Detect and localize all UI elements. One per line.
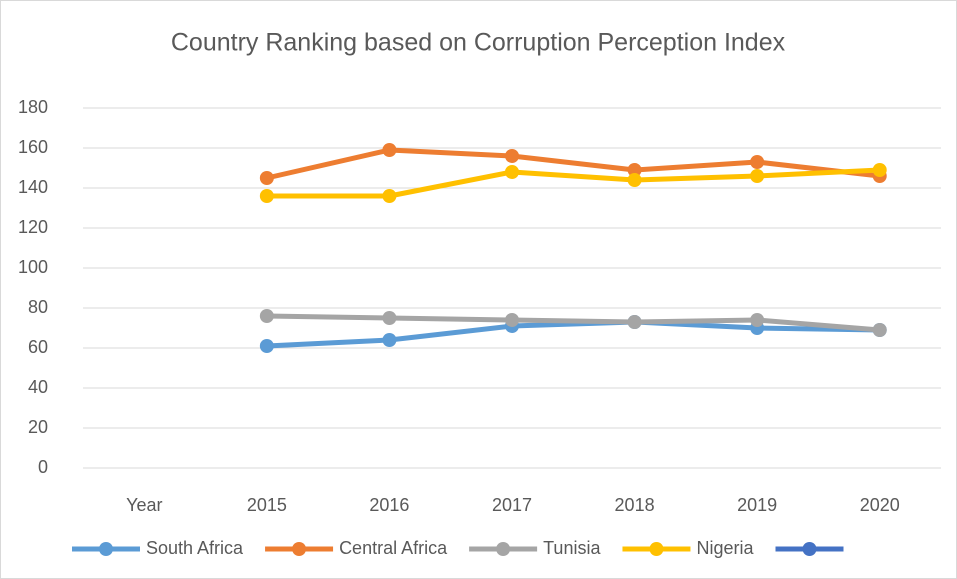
data-point <box>382 143 397 157</box>
chart-title: Country Ranking based on Corruption Perc… <box>171 29 786 57</box>
y-tick-label: 160 <box>18 137 48 157</box>
y-tick-label: 20 <box>28 417 48 437</box>
y-tick-label: 0 <box>38 457 48 477</box>
data-point <box>627 163 642 177</box>
series-line <box>264 167 883 199</box>
data-point <box>505 165 519 179</box>
legend-label: Central Africa <box>339 538 448 558</box>
legend-marker <box>496 542 511 556</box>
legend-marker <box>292 542 307 556</box>
x-tick-label: 2015 <box>247 495 287 515</box>
data-point <box>872 163 887 177</box>
data-point <box>627 173 642 187</box>
y-tick-label: 40 <box>28 377 48 397</box>
y-tick-label: 120 <box>18 217 48 237</box>
y-tick-label: 80 <box>28 297 48 317</box>
data-point <box>750 169 765 183</box>
x-tick-label: 2020 <box>860 495 900 515</box>
y-tick-label: 180 <box>18 97 48 117</box>
data-point <box>259 189 274 203</box>
legend-label: Nigeria <box>696 538 754 558</box>
data-point <box>627 315 642 329</box>
legend-marker <box>99 542 113 556</box>
data-point <box>750 155 765 169</box>
data-point <box>505 149 519 163</box>
data-point <box>259 339 274 353</box>
data-point <box>259 171 274 185</box>
y-tick-label: 60 <box>28 337 48 357</box>
x-tick-label: 2019 <box>737 495 777 515</box>
x-tick-label: 2018 <box>615 495 655 515</box>
data-point <box>872 323 887 337</box>
y-tick-label: 140 <box>18 177 48 197</box>
legend-marker <box>802 542 817 556</box>
x-tick-label: Year <box>126 495 162 515</box>
data-point <box>382 189 397 203</box>
x-tick-label: 2016 <box>369 495 409 515</box>
series-line <box>264 147 883 181</box>
data-point <box>750 313 765 327</box>
x-tick-label: 2017 <box>492 495 532 515</box>
data-point <box>259 309 274 323</box>
y-tick-label: 100 <box>18 257 48 277</box>
data-point <box>505 313 519 327</box>
legend-marker <box>649 542 664 556</box>
series-line <box>264 313 883 333</box>
legend-label: South Africa <box>146 538 244 558</box>
series-line <box>264 319 883 349</box>
data-point <box>382 311 397 325</box>
data-point <box>382 333 397 347</box>
legend-label: Tunisia <box>543 538 601 558</box>
